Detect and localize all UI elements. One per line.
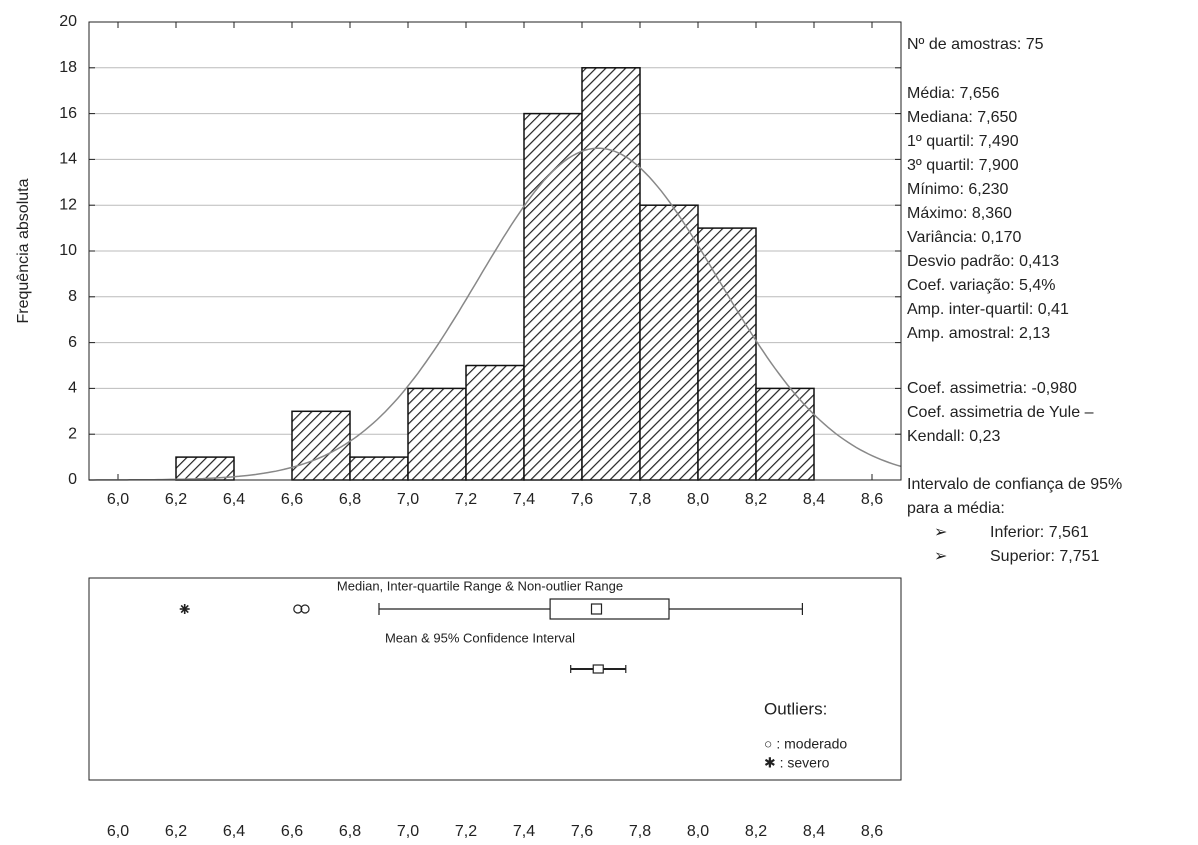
x-tick-label: 8,4 [803,491,825,508]
bar [291,410,351,481]
y-tick-label: 2 [68,425,77,442]
stat-text: Amp. amostral: 2,13 [907,325,1050,342]
stat-text: 3º quartil: 7,900 [907,157,1019,174]
stat-text: 1º quartil: 7,490 [907,133,1019,150]
x-tick-label: 7,6 [571,491,593,508]
x-tick-label: 7,2 [455,823,477,840]
y-tick-label: 12 [59,196,77,213]
x-tick-label: 7,6 [571,823,593,840]
x-tick-label: 7,4 [513,823,535,840]
bar [639,204,699,481]
stat-text: Máximo: 8,360 [907,205,1012,222]
outlier-moderate [293,604,303,614]
bar [697,227,757,481]
stat-text: Inferior: 7,561 [990,524,1089,541]
stat-text: Amp. inter-quartil: 0,41 [907,301,1069,318]
mean-marker [592,664,604,674]
stat-text: Kendall: 0,23 [907,428,1001,445]
y-tick-label: 14 [59,151,77,168]
x-tick-label: 7,0 [397,823,419,840]
x-tick-label: 7,8 [629,491,651,508]
bar [407,387,467,481]
y-tick-label: 4 [68,380,77,397]
y-tick-label: 8 [68,288,77,305]
y-tick-label: 20 [59,13,77,30]
stat-text: Variância: 0,170 [907,229,1022,246]
x-tick-label: 7,4 [513,491,535,508]
plot-frame [88,21,902,481]
x-tick-label: 6,4 [223,491,245,508]
stat-text: Mínimo: 6,230 [907,181,1008,198]
x-tick-label: 6,8 [339,491,361,508]
y-tick-label: 0 [68,471,77,488]
x-tick-label: 8,6 [861,491,883,508]
x-tick-label: 7,8 [629,823,651,840]
mean-label: Mean & 95% Confidence Interval [385,630,575,645]
x-tick-label: 6,0 [107,491,129,508]
bar [581,67,641,481]
y-axis-label: Frequência absoluta [15,178,32,323]
x-tick-label: 8,0 [687,491,709,508]
legend-item: ○ : moderado [764,736,847,752]
x-tick-label: 8,4 [803,823,825,840]
median-marker [590,603,603,615]
y-tick-label: 18 [59,59,77,76]
outlier-moderate [300,604,310,614]
legend-title: Outliers: [764,699,827,718]
stat-text: Superior: 7,751 [990,548,1100,565]
box-label: Median, Inter-quartile Range & Non-outli… [337,578,623,593]
stat-text: Média: 7,656 [907,85,1000,102]
legend-item: ✱ : severo [764,755,830,771]
x-tick-label: 6,2 [165,823,187,840]
x-tick-label: 6,2 [165,491,187,508]
bar [755,387,815,481]
bar [175,456,235,481]
outlier-severe [179,604,190,614]
x-tick-label: 6,4 [223,823,245,840]
x-tick-label: 7,0 [397,491,419,508]
stat-text: Coef. assimetria: -0,980 [907,380,1077,397]
x-tick-label: 8,2 [745,823,767,840]
x-tick-label: 7,2 [455,491,477,508]
x-tick-label: 6,6 [281,823,303,840]
x-tick-label: 8,0 [687,823,709,840]
plot-frame [88,577,902,781]
y-tick-label: 16 [59,105,77,122]
x-tick-label: 6,8 [339,823,361,840]
y-tick-label: 10 [59,242,77,259]
stat-text: Desvio padrão: 0,413 [907,253,1059,270]
y-tick-label: 6 [68,334,77,351]
fit-curve [89,147,902,481]
x-tick-label: 8,6 [861,823,883,840]
bar [523,112,583,481]
x-tick-label: 6,6 [281,491,303,508]
stat-text: Intervalo de confiança de 95% [907,476,1122,493]
stat-text: Mediana: 7,650 [907,109,1017,126]
box [549,598,670,620]
x-tick-label: 8,2 [745,491,767,508]
bullet-icon: ➢ [934,548,947,565]
bar [465,364,525,481]
stat-text: Coef. assimetria de Yule – [907,404,1094,421]
stat-text: Nº de amostras: 75 [907,36,1044,53]
x-tick-label: 6,0 [107,823,129,840]
bar [349,456,409,481]
bullet-icon: ➢ [934,524,947,541]
stat-text: Coef. variação: 5,4% [907,277,1056,294]
stat-text: para a média: [907,500,1005,517]
